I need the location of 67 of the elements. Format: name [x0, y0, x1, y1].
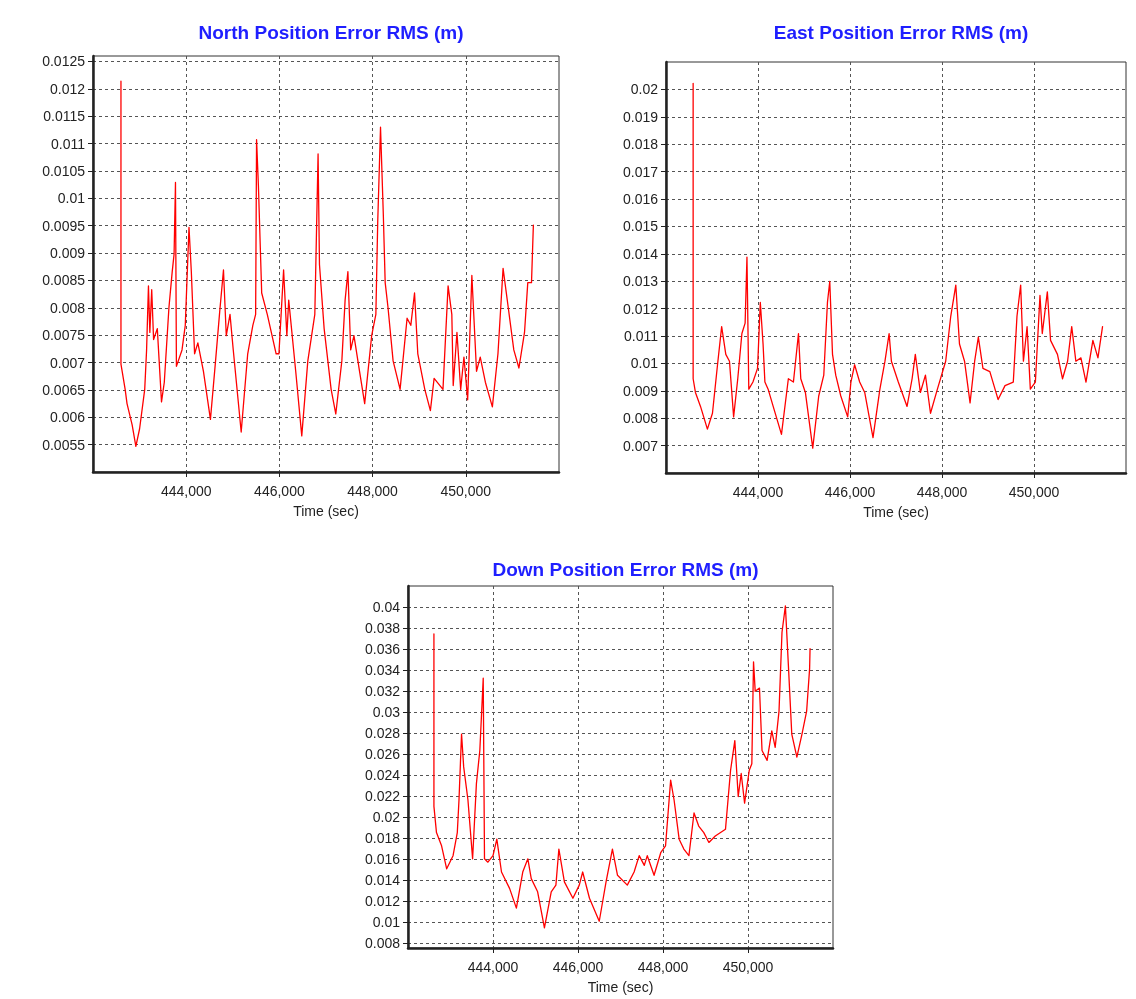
x-tick-label: 448,000	[347, 483, 399, 499]
y-tick-label: 0.0115	[43, 108, 86, 125]
y-tick-label: 0.024	[364, 766, 401, 783]
chart-title: East Position Error RMS (m)	[773, 22, 1029, 43]
y-tick-label: 0.0125	[42, 53, 86, 70]
y-tick-label: 0.015	[622, 218, 659, 235]
x-tick-label: 444,000	[732, 484, 784, 500]
y-tick-label: 0.01	[57, 190, 86, 207]
line-series	[433, 605, 811, 929]
y-tick-label: 0.04	[372, 598, 401, 615]
y-tick-label: 0.038	[364, 619, 401, 636]
y-tick-label: 0.0095	[42, 217, 86, 234]
y-tick-label: 0.018	[364, 829, 401, 846]
x-axis-title: Time (sec)	[863, 504, 929, 520]
x-tick-label: 450,000	[722, 959, 774, 975]
chart-title: Down Position Error RMS (m)	[492, 559, 759, 580]
x-tick-label: 446,000	[824, 484, 876, 500]
y-tick-label: 0.009	[49, 245, 86, 262]
y-tick-label: 0.036	[364, 640, 401, 657]
y-tick-label: 0.01	[630, 355, 659, 372]
y-tick-label: 0.012	[364, 892, 401, 909]
y-tick-label: 0.02	[630, 81, 659, 98]
y-tick-label: 0.0065	[42, 381, 86, 398]
y-tick-label: 0.016	[622, 191, 659, 207]
x-axis-title: Time (sec)	[293, 503, 359, 519]
y-tick-label: 0.0105	[42, 162, 86, 179]
y-tick-label: 0.032	[364, 682, 401, 699]
y-tick-label: 0.008	[364, 934, 401, 951]
line-series	[120, 80, 535, 447]
y-tick-label: 0.0055	[42, 436, 86, 453]
y-tick-label: 0.018	[622, 136, 659, 153]
chart-title: North Position Error RMS (m)	[198, 22, 464, 43]
y-tick-label: 0.008	[622, 410, 659, 427]
y-tick-label: 0.008	[49, 299, 86, 316]
y-tick-label: 0.019	[622, 108, 659, 125]
x-tick-label: 450,000	[1008, 484, 1060, 500]
y-tick-label: 0.03	[372, 703, 401, 720]
y-tick-label: 0.028	[364, 724, 401, 741]
y-tick-label: 0.016	[364, 850, 401, 867]
x-tick-label: 448,000	[637, 959, 689, 975]
y-tick-label: 0.011	[624, 328, 659, 344]
x-tick-label: 450,000	[440, 483, 492, 499]
y-tick-label: 0.02	[372, 808, 401, 825]
y-tick-label: 0.01	[372, 913, 401, 930]
y-tick-label: 0.034	[364, 661, 401, 678]
x-tick-label: 446,000	[254, 483, 305, 499]
line-series	[692, 82, 1104, 449]
y-tick-label: 0.0075	[42, 327, 86, 344]
y-tick-label: 0.007	[622, 437, 659, 454]
y-tick-label: 0.026	[364, 745, 401, 762]
y-tick-label: 0.007	[49, 354, 86, 371]
y-tick-label: 0.012	[622, 300, 659, 317]
y-tick-label: 0.013	[622, 273, 659, 290]
x-tick-label: 444,000	[467, 959, 519, 975]
x-axis-title: Time (sec)	[587, 979, 654, 995]
y-tick-label: 0.017	[622, 163, 659, 180]
y-tick-label: 0.014	[364, 871, 401, 888]
y-tick-label: 0.0085	[42, 272, 86, 289]
y-tick-label: 0.014	[622, 245, 659, 262]
y-tick-label: 0.022	[364, 787, 401, 804]
y-tick-label: 0.009	[622, 382, 659, 399]
x-tick-label: 448,000	[916, 484, 968, 500]
y-tick-label: 0.011	[51, 135, 86, 152]
y-tick-label: 0.006	[49, 409, 86, 426]
x-tick-label: 444,000	[160, 483, 212, 499]
y-tick-label: 0.012	[49, 80, 86, 97]
x-tick-label: 446,000	[552, 959, 604, 975]
